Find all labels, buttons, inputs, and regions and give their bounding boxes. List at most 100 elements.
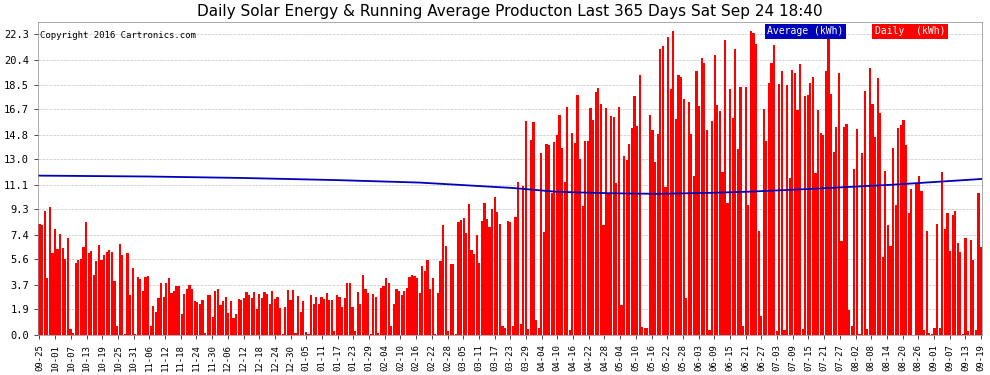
Bar xyxy=(701,58,703,335)
Bar xyxy=(103,255,105,335)
Bar xyxy=(339,297,341,335)
Bar xyxy=(201,300,204,335)
Bar xyxy=(791,70,793,335)
Bar xyxy=(931,334,933,335)
Bar xyxy=(53,230,56,335)
Bar xyxy=(541,153,543,335)
Bar xyxy=(276,297,278,335)
Bar xyxy=(833,152,835,335)
Bar xyxy=(828,38,830,335)
Bar xyxy=(326,293,328,335)
Bar xyxy=(442,225,445,335)
Bar xyxy=(817,110,819,335)
Bar xyxy=(287,290,289,335)
Bar xyxy=(241,300,243,335)
Bar xyxy=(250,298,252,335)
Bar xyxy=(427,260,429,335)
Bar xyxy=(634,96,636,335)
Bar xyxy=(157,298,159,335)
Bar xyxy=(566,107,568,335)
Bar xyxy=(752,33,754,335)
Bar xyxy=(207,295,209,335)
Bar xyxy=(478,263,480,335)
Bar xyxy=(39,224,41,335)
Bar xyxy=(124,334,126,335)
Bar xyxy=(802,329,804,335)
Bar xyxy=(435,334,437,335)
Bar xyxy=(563,182,565,335)
Bar xyxy=(302,302,305,335)
Bar xyxy=(623,156,626,335)
Bar xyxy=(258,294,260,335)
Bar xyxy=(411,274,413,335)
Bar xyxy=(631,128,633,335)
Bar xyxy=(380,288,382,335)
Bar xyxy=(82,248,84,335)
Bar xyxy=(921,191,923,335)
Bar xyxy=(98,245,100,335)
Text: Copyright 2016 Cartronics.com: Copyright 2016 Cartronics.com xyxy=(40,31,196,40)
Bar xyxy=(228,313,230,335)
Bar xyxy=(698,106,700,335)
Bar xyxy=(545,144,547,335)
Bar xyxy=(675,120,677,335)
Bar xyxy=(703,63,706,335)
Bar xyxy=(517,182,519,335)
Bar xyxy=(842,127,845,335)
Bar xyxy=(165,283,167,335)
Bar xyxy=(765,141,767,335)
Bar xyxy=(838,73,840,335)
Bar xyxy=(481,221,483,335)
Bar xyxy=(95,261,97,335)
Bar xyxy=(967,331,969,335)
Bar xyxy=(538,328,540,335)
Bar xyxy=(72,333,74,335)
Bar xyxy=(238,298,240,335)
Bar xyxy=(437,293,439,335)
Bar xyxy=(328,300,331,335)
Bar xyxy=(67,238,69,335)
Bar xyxy=(576,95,578,335)
Bar xyxy=(669,90,672,335)
Bar xyxy=(941,172,943,335)
Bar xyxy=(108,250,111,335)
Bar xyxy=(729,89,732,335)
Bar xyxy=(248,296,250,335)
Bar xyxy=(154,312,157,335)
Bar xyxy=(145,277,147,335)
Bar xyxy=(520,324,522,335)
Bar xyxy=(454,334,457,335)
Bar xyxy=(760,316,762,335)
Bar xyxy=(773,45,775,335)
Bar xyxy=(740,87,742,335)
Bar xyxy=(297,296,299,335)
Bar xyxy=(279,308,281,335)
Bar xyxy=(175,286,177,335)
Bar xyxy=(504,328,506,335)
Bar xyxy=(300,312,302,335)
Bar xyxy=(680,77,682,335)
Bar xyxy=(783,330,786,335)
Bar xyxy=(56,249,58,335)
Bar xyxy=(119,244,121,335)
Bar xyxy=(876,78,879,335)
Bar xyxy=(605,108,607,335)
Bar xyxy=(841,242,842,335)
Bar xyxy=(318,304,320,335)
Bar xyxy=(346,283,348,335)
Bar xyxy=(903,120,905,335)
Bar xyxy=(659,49,661,335)
Bar xyxy=(170,293,172,335)
Bar xyxy=(515,217,517,335)
Bar xyxy=(975,330,977,335)
Bar xyxy=(749,31,752,335)
Bar xyxy=(579,159,581,335)
Bar xyxy=(129,295,131,335)
Bar xyxy=(528,328,530,335)
Bar xyxy=(49,207,50,335)
Bar xyxy=(432,279,434,335)
Bar xyxy=(313,304,315,335)
Bar xyxy=(61,248,64,335)
Bar xyxy=(714,55,716,335)
Bar xyxy=(460,220,462,335)
